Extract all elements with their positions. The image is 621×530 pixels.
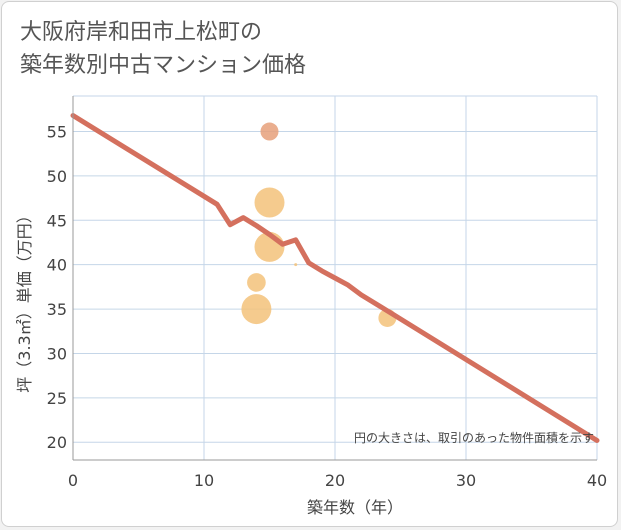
chart-title: 大阪府岸和田市上松町の 築年数別中古マンション価格 [20, 16, 306, 82]
y-tick-label-30: 30 [47, 344, 67, 363]
y-tick-label-20: 20 [47, 433, 67, 452]
title-line-1: 大阪府岸和田市上松町の [20, 20, 263, 45]
size-note: 円の大きさは、取引のあった物件面積を示す [354, 430, 594, 445]
y-tick-label-35: 35 [47, 300, 67, 319]
trend-line-group [70, 113, 600, 443]
y-tick-label-50: 50 [47, 167, 67, 186]
y-tick-label-40: 40 [47, 256, 67, 275]
y-tick-label-25: 25 [47, 389, 67, 408]
bubbles [241, 122, 397, 327]
grid-lines [73, 95, 598, 460]
trend-line [70, 113, 600, 443]
bubble-point-4 [241, 294, 272, 325]
x-tick-label-20: 20 [325, 471, 345, 490]
x-tick-label-10: 10 [194, 471, 214, 490]
bubble-point-0 [260, 122, 279, 141]
x-tick-label-40: 40 [587, 471, 607, 490]
bubble-point-3 [247, 273, 266, 292]
x-tick-label-0: 0 [68, 471, 78, 490]
bubble-point-5 [294, 263, 298, 267]
axes [72, 96, 597, 461]
title-line-2: 築年数別中古マンション価格 [20, 53, 307, 78]
y-axis-title: 坪（3.3㎡）単価（万円） [15, 207, 34, 392]
x-axis-title: 築年数（年） [307, 498, 403, 517]
y-tick-label-45: 45 [47, 211, 67, 230]
tick-labels: 0 10 20 30 40 20 25 30 35 40 45 50 55 [47, 123, 608, 490]
bubble-point-1 [254, 187, 285, 218]
x-tick-label-30: 30 [456, 471, 476, 490]
y-tick-label-55: 55 [47, 123, 67, 142]
